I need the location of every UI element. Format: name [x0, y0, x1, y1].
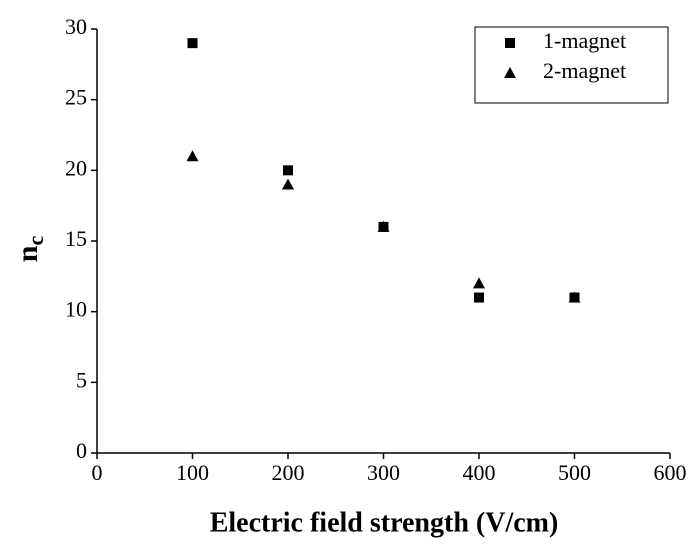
- legend-label: 2-magnet: [543, 58, 626, 83]
- marker-triangle: [568, 291, 581, 303]
- marker-triangle: [377, 220, 390, 232]
- x-tick-label: 100: [176, 460, 209, 485]
- y-tick-label: 15: [65, 226, 87, 251]
- marker-triangle: [473, 277, 485, 289]
- y-tick-label: 10: [65, 297, 87, 322]
- x-tick-label: 600: [654, 460, 687, 485]
- y-tick-label: 25: [65, 85, 87, 110]
- x-tick-label: 200: [272, 460, 305, 485]
- marker-triangle: [186, 150, 199, 162]
- x-tick-label: 0: [92, 460, 103, 485]
- marker-triangle: [504, 67, 516, 78]
- y-tick-label: 20: [65, 155, 87, 180]
- y-axis-label-subscript: c: [23, 236, 48, 246]
- x-tick-label: 300: [367, 460, 400, 485]
- y-axis-label-main: n: [11, 245, 44, 262]
- marker-square: [187, 38, 198, 49]
- y-tick-label: 5: [76, 367, 87, 392]
- x-tick-label: 500: [558, 460, 591, 485]
- y-axis-label: nc: [11, 236, 48, 263]
- legend-label: 1-magnet: [543, 28, 626, 53]
- marker-triangle: [282, 178, 294, 190]
- x-tick-label: 400: [463, 460, 496, 485]
- marker-square: [283, 165, 293, 176]
- x-axis-label: Electric field strength (V/cm): [210, 507, 559, 538]
- marker-square: [474, 292, 484, 303]
- y-axis-label-group: nc: [11, 236, 48, 263]
- marker-square: [505, 38, 515, 48]
- y-tick-label: 30: [65, 14, 87, 39]
- y-tick-label: 0: [76, 438, 87, 463]
